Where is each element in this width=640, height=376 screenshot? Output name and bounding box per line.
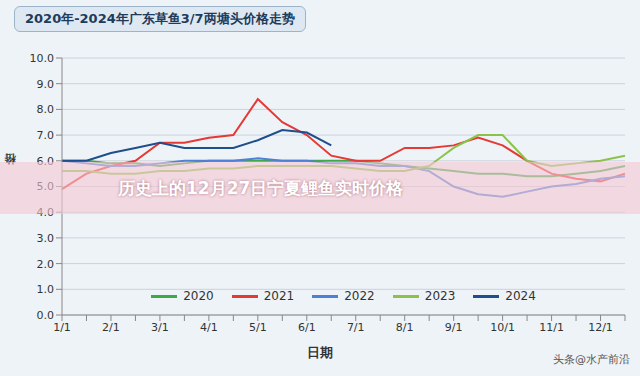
svg-text:10.0: 10.0 <box>30 52 55 65</box>
html-text:历史上的12月27日宁夏鲤鱼实时价格: 历史上的12月27日宁夏鲤鱼实时价格 <box>118 177 404 198</box>
html-text:2020年-2024年广东草鱼3/7两塘头价格走势: 2020年-2024年广东草鱼3/7两塘头价格走势 <box>25 11 295 26</box>
svg-text:2/1: 2/1 <box>102 321 120 334</box>
svg-text:5/1: 5/1 <box>249 321 267 334</box>
svg-text:10/1: 10/1 <box>490 321 515 334</box>
svg-text:3/1: 3/1 <box>151 321 169 334</box>
svg-text:4/1: 4/1 <box>200 321 218 334</box>
html-text:日期: 日期 <box>307 345 333 360</box>
svg-text:9.0: 9.0 <box>37 78 55 91</box>
html-text:2023: 2023 <box>424 289 456 303</box>
html-text:2022: 2022 <box>344 289 375 303</box>
html-text:2024: 2024 <box>505 289 536 303</box>
svg-text:9/1: 9/1 <box>445 321 463 334</box>
html-text:头条@水产前沿: 头条@水产前沿 <box>553 353 630 366</box>
svg-text:7/1: 7/1 <box>347 321 365 334</box>
svg-text:7.0: 7.0 <box>37 129 55 142</box>
html-text:2020: 2020 <box>183 289 214 303</box>
svg-text:8/1: 8/1 <box>396 321 414 334</box>
svg-text:11/1: 11/1 <box>539 321 564 334</box>
svg-text:6/1: 6/1 <box>298 321 316 334</box>
svg-text:1.0: 1.0 <box>37 283 55 296</box>
svg-text:1/1: 1/1 <box>53 321 71 334</box>
svg-text:8.0: 8.0 <box>37 103 55 116</box>
html-text:2021: 2021 <box>263 289 295 303</box>
svg-text:2.0: 2.0 <box>37 258 55 271</box>
svg-text:12/1: 12/1 <box>588 321 613 334</box>
svg-text:0.0: 0.0 <box>37 309 55 322</box>
svg-text:3.0: 3.0 <box>37 232 55 245</box>
